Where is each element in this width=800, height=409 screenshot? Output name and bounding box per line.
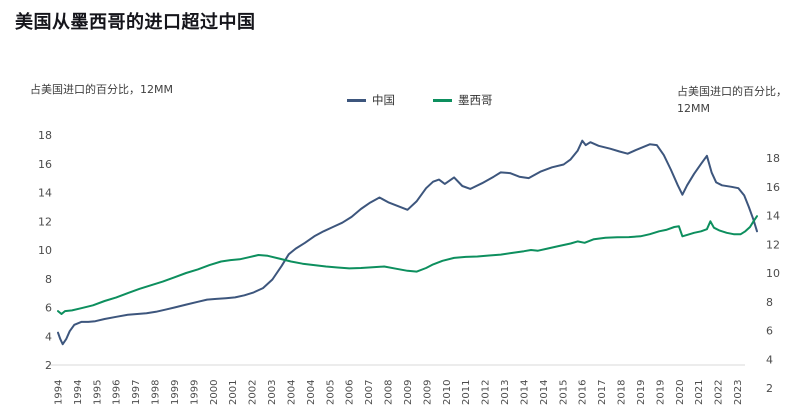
svg-text:1996: 1996 — [112, 380, 123, 405]
right-axis-unit-label: 占美国进口的百分比， 12MM — [677, 83, 787, 117]
svg-text:2019: 2019 — [636, 380, 647, 405]
svg-text:2014: 2014 — [539, 380, 550, 405]
svg-text:14: 14 — [38, 187, 52, 200]
chart-title: 美国从墨西哥的进口超过中国 — [15, 12, 256, 33]
svg-text:2017: 2017 — [597, 380, 608, 405]
legend-item-mexico: 墨西哥 — [433, 92, 493, 108]
svg-text:10: 10 — [38, 244, 52, 257]
svg-text:1998: 1998 — [151, 380, 162, 405]
svg-text:2012: 2012 — [481, 380, 492, 405]
svg-text:1995: 1995 — [92, 380, 103, 405]
svg-text:2: 2 — [45, 359, 52, 372]
svg-text:2022: 2022 — [714, 380, 725, 405]
svg-text:2020: 2020 — [675, 380, 686, 405]
svg-text:4: 4 — [766, 353, 773, 366]
svg-text:1999: 1999 — [189, 380, 200, 405]
svg-text:2: 2 — [766, 382, 773, 395]
svg-text:16: 16 — [38, 158, 52, 171]
mexico-line-swatch — [433, 98, 452, 102]
svg-text:4: 4 — [45, 330, 52, 343]
svg-text:12: 12 — [766, 238, 780, 251]
svg-text:2018: 2018 — [617, 380, 628, 405]
svg-text:2011: 2011 — [461, 380, 472, 405]
svg-text:6: 6 — [766, 325, 773, 338]
svg-text:2023: 2023 — [733, 380, 744, 405]
svg-text:10: 10 — [766, 267, 780, 280]
legend: 中国 墨西哥 — [347, 92, 493, 108]
svg-text:2005: 2005 — [325, 380, 336, 405]
svg-text:2009: 2009 — [422, 380, 433, 405]
svg-text:2014: 2014 — [520, 380, 531, 405]
svg-text:2016: 2016 — [578, 380, 589, 405]
mexico-legend-label: 墨西哥 — [458, 93, 493, 107]
left-axis-unit-label: 占美国进口的百分比，12MM — [30, 83, 173, 96]
china-line-swatch — [347, 98, 366, 102]
svg-text:1994: 1994 — [54, 380, 65, 405]
svg-text:14: 14 — [766, 210, 780, 223]
svg-text:16: 16 — [766, 181, 780, 194]
svg-text:2015: 2015 — [558, 380, 569, 405]
svg-text:2004: 2004 — [287, 380, 298, 405]
svg-text:18: 18 — [766, 152, 780, 165]
svg-text:12: 12 — [38, 215, 52, 228]
svg-text:2010: 2010 — [442, 380, 453, 405]
svg-text:2008: 2008 — [384, 380, 395, 405]
svg-text:2019: 2019 — [655, 380, 666, 405]
legend-item-china: 中国 — [347, 92, 395, 108]
svg-text:6: 6 — [45, 302, 52, 315]
svg-text:2006: 2006 — [345, 380, 356, 405]
svg-text:2002: 2002 — [248, 380, 259, 405]
svg-text:2021: 2021 — [694, 380, 705, 405]
svg-text:1999: 1999 — [170, 380, 181, 405]
svg-text:2009: 2009 — [403, 380, 414, 405]
svg-text:1994: 1994 — [73, 380, 84, 405]
svg-text:2007: 2007 — [364, 380, 375, 405]
svg-text:1997: 1997 — [131, 380, 142, 405]
right-axis-unit-label-line1: 占美国进口的百分比， — [677, 85, 787, 98]
right-axis-unit-label-line2: 12MM — [677, 102, 710, 115]
svg-text:2013: 2013 — [500, 380, 511, 405]
svg-text:8: 8 — [45, 273, 52, 286]
china-legend-label: 中国 — [372, 93, 395, 107]
svg-text:8: 8 — [766, 296, 773, 309]
svg-text:2003: 2003 — [267, 380, 278, 405]
svg-text:2001: 2001 — [228, 380, 239, 405]
svg-text:18: 18 — [38, 129, 52, 142]
svg-text:2004: 2004 — [306, 380, 317, 405]
svg-text:2000: 2000 — [209, 380, 220, 405]
